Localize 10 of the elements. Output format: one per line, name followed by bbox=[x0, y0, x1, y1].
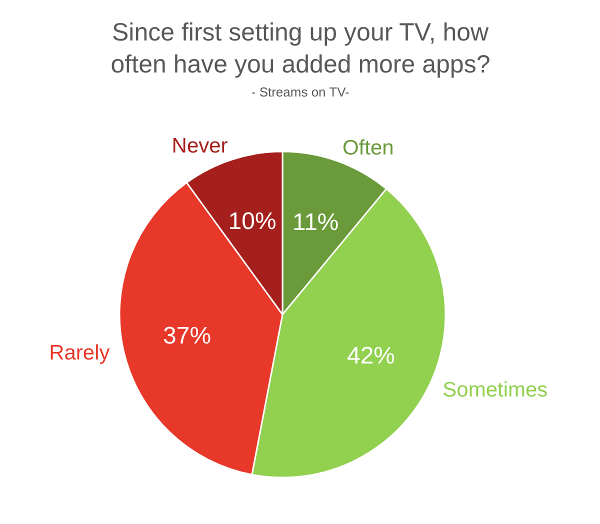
slice-label: Rarely bbox=[49, 342, 110, 365]
slice-label: Often bbox=[342, 136, 394, 160]
data-label: 42% bbox=[346, 342, 396, 370]
data-label: 37% bbox=[163, 322, 212, 350]
data-label: 10% bbox=[228, 208, 276, 235]
data-label: 11% bbox=[292, 208, 339, 236]
chart-title: Since first setting up your TV, how often have you added more apps? bbox=[110, 18, 490, 78]
chart-subtitle: - Streams on TV- bbox=[251, 84, 350, 100]
slice-label: Sometimes bbox=[442, 378, 548, 402]
slice-label: Never bbox=[172, 134, 228, 158]
